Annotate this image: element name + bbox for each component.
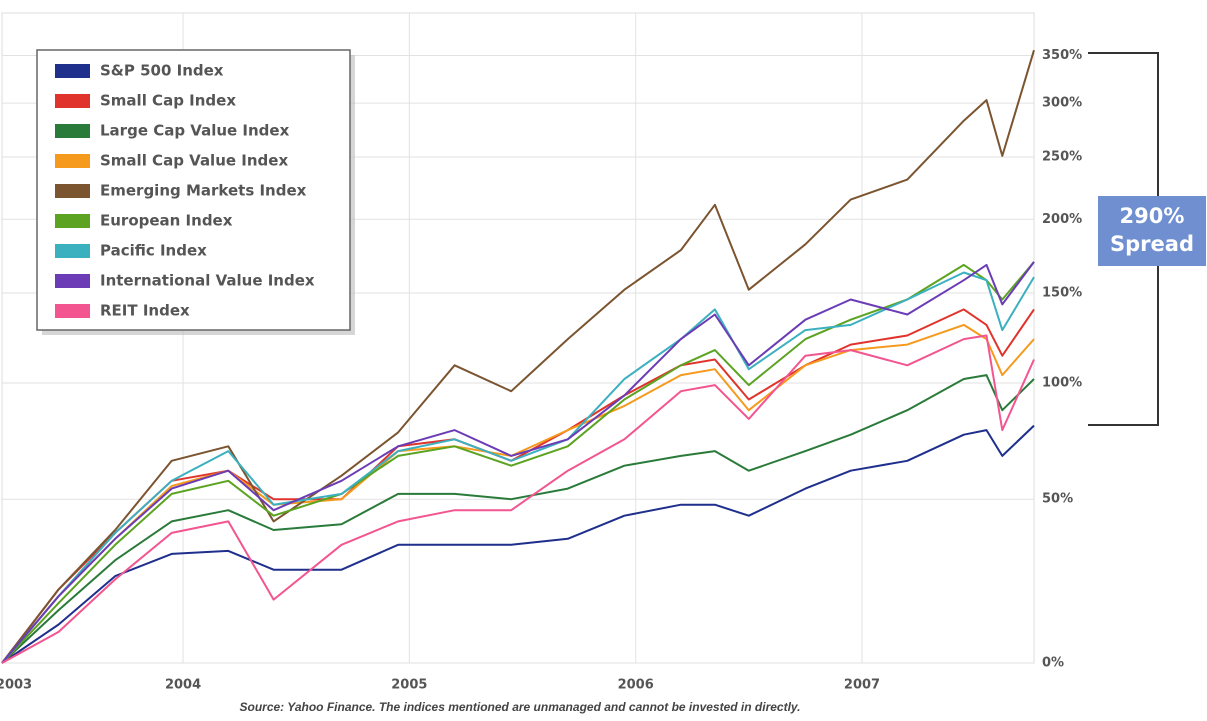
y-tick-label: 0% <box>1042 656 1064 671</box>
legend-swatch <box>55 94 90 108</box>
series-line <box>1 308 1035 664</box>
legend-swatch <box>55 64 90 78</box>
axes: 0% 50% 100% 150% 200% 250% 300% 350% 2003 2004 200… <box>0 48 1082 692</box>
y-tick-label: 150% <box>1042 285 1082 300</box>
x-tick-label: 2003 <box>0 678 32 693</box>
legend-label: International Value Index <box>100 272 315 290</box>
series-line <box>1 424 1035 664</box>
y-tick-label: 250% <box>1042 150 1082 165</box>
source-note: Source: Yahoo Finance. The indices menti… <box>239 700 800 714</box>
legend-swatch <box>55 244 90 258</box>
legend-label: Pacific Index <box>100 242 207 260</box>
x-tick-label: 2006 <box>618 678 654 693</box>
legend-swatch <box>55 124 90 138</box>
series-line <box>1 271 1035 664</box>
legend-label: European Index <box>100 212 233 230</box>
legend-label: Small Cap Index <box>100 92 236 110</box>
legend: S&P 500 Index Small Cap Index Large Cap Va… <box>55 62 315 320</box>
x-tick-label: 2007 <box>844 678 880 693</box>
series-line <box>1 261 1035 664</box>
x-tick-label: 2005 <box>391 678 427 693</box>
legend-swatch <box>55 154 90 168</box>
legend-label: REIT Index <box>100 302 190 320</box>
series-line <box>1 374 1035 664</box>
legend-label: Large Cap Value Index <box>100 122 290 140</box>
legend-swatch <box>55 214 90 228</box>
spread-label: Spread <box>1110 232 1194 256</box>
legend-label: Emerging Markets Index <box>100 182 307 200</box>
legend-swatch <box>55 184 90 198</box>
series-line <box>1 261 1035 664</box>
y-tick-label: 350% <box>1042 48 1082 63</box>
x-tick-label: 2004 <box>165 678 201 693</box>
legend-label: S&P 500 Index <box>100 62 224 80</box>
y-tick-label: 50% <box>1042 492 1073 507</box>
y-tick-label: 100% <box>1042 376 1082 391</box>
series-line <box>1 49 1035 664</box>
plot-lines <box>1 49 1035 664</box>
series-line <box>1 334 1035 664</box>
spread-box <box>1098 196 1206 266</box>
legend-label: Small Cap Value Index <box>100 152 288 170</box>
y-tick-label: 200% <box>1042 212 1082 227</box>
spread-value: 290% <box>1120 204 1185 228</box>
legend-swatch <box>55 274 90 288</box>
legend-swatch <box>55 304 90 318</box>
y-tick-label: 300% <box>1042 96 1082 111</box>
